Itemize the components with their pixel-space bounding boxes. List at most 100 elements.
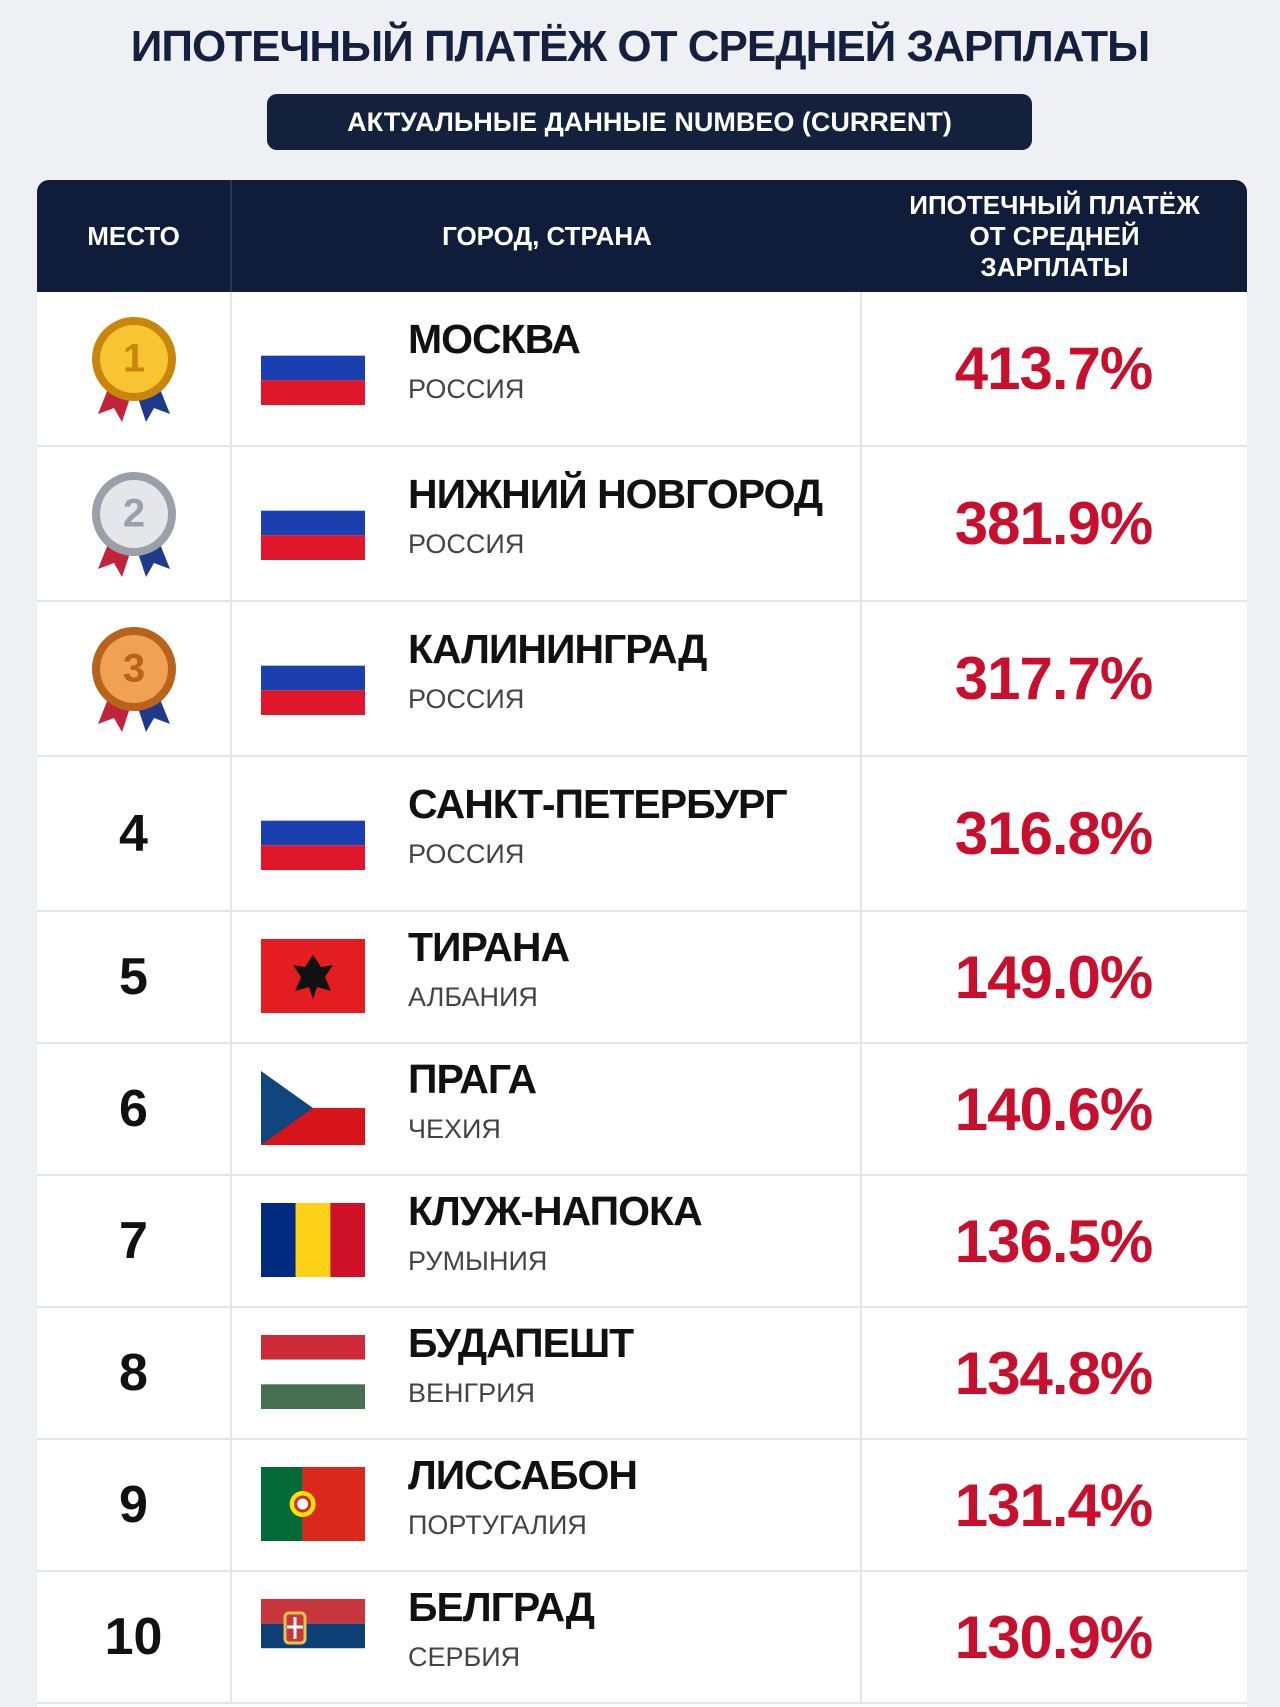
flag: [261, 1071, 365, 1150]
table-row: 2 НИЖНИЙ НОВГОРОД РОССИЯ 381.9%: [37, 447, 1247, 602]
rank: 5: [119, 948, 148, 1006]
rank: 4: [119, 804, 148, 863]
mortgage-value: 149.0%: [954, 943, 1154, 1011]
divider: [860, 912, 862, 1042]
flag-icon: [261, 795, 365, 870]
mortgage-value: 131.4%: [954, 1471, 1154, 1539]
flag: [261, 1599, 365, 1678]
divider: [230, 292, 232, 445]
city-name: КЛУЖ-НАПОКА: [408, 1188, 703, 1234]
divider: [230, 1176, 232, 1306]
flag-icon: [261, 1599, 365, 1673]
divider: [860, 292, 862, 445]
table-row: 8 БУДАПЕШТ ВЕНГРИЯ 134.8%: [37, 1308, 1247, 1440]
city-name: САНКТ-ПЕТЕРБУРГ: [408, 780, 788, 827]
medal-icon: 3: [91, 626, 176, 732]
city-name: ЛИССАБОН: [408, 1452, 638, 1498]
flag: [261, 330, 365, 410]
city-name: БУДАПЕШТ: [408, 1320, 634, 1366]
flag-icon: [261, 1071, 365, 1145]
divider: [860, 1044, 862, 1174]
divider: [860, 602, 862, 755]
flag-icon: [261, 939, 365, 1013]
medal-icon: 2: [91, 471, 176, 577]
city-name: НИЖНИЙ НОВГОРОД: [408, 470, 823, 517]
country-name: ВЕНГРИЯ: [408, 1378, 536, 1408]
medal-icon: 1: [91, 316, 176, 422]
table-row: 7 КЛУЖ-НАПОКА РУМЫНИЯ 136.5%: [37, 1176, 1247, 1308]
divider: [230, 1440, 232, 1570]
column-header: МЕСТО: [37, 180, 230, 292]
rank: 6: [119, 1080, 148, 1138]
city-name: БЕЛГРАД: [408, 1584, 595, 1630]
divider: [230, 757, 232, 910]
rank: 7: [119, 1212, 148, 1270]
table-row: 10 БЕЛГРАД СЕРБИЯ 130.9%: [37, 1572, 1247, 1704]
table-row: 3 КАЛИНИНГРАД РОССИЯ 317.7%: [37, 602, 1247, 757]
divider: [860, 1440, 862, 1570]
table: МЕСТО ГОРОД, СТРАНА ИПОТЕЧНЫЙ ПЛАТЁЖ ОТ …: [37, 180, 1247, 1707]
flag: [261, 1467, 365, 1546]
mortgage-value: 140.6%: [954, 1075, 1154, 1143]
country-name: РОССИЯ: [408, 838, 525, 869]
divider: [860, 1308, 862, 1438]
flag: [261, 485, 365, 565]
table-row: 5 ТИРАНА АЛБАНИЯ 149.0%: [37, 912, 1247, 1044]
country-name: ЧЕХИЯ: [408, 1114, 501, 1144]
table-row: 6 ПРАГА ЧЕХИЯ 140.6%: [37, 1044, 1247, 1176]
mortgage-value: 136.5%: [954, 1207, 1154, 1275]
table-row: 1 МОСКВА РОССИЯ 413.7%: [37, 292, 1247, 447]
mortgage-value: 134.8%: [954, 1339, 1154, 1407]
column-header: ГОРОД, СТРАНА: [230, 180, 864, 292]
title: ИПОТЕЧНЫЙ ПЛАТЁЖ ОТ СРЕДНЕЙ ЗАРПЛАТЫ: [130, 22, 1151, 71]
country-name: СЕРБИЯ: [408, 1642, 521, 1672]
country-name: РОССИЯ: [408, 528, 525, 559]
divider: [230, 1308, 232, 1438]
table-row: 9 ЛИССАБОН ПОРТУГАЛИЯ 131.4%: [37, 1440, 1247, 1572]
divider: [230, 912, 232, 1042]
city-name: МОСКВА: [408, 315, 581, 362]
rank: 10: [104, 1608, 163, 1666]
medal: 2: [37, 447, 230, 600]
rank: 1: [122, 336, 144, 380]
flag-icon: [261, 330, 365, 405]
flag: [261, 795, 365, 875]
city-name: ПРАГА: [408, 1056, 537, 1102]
flag-icon: [261, 640, 365, 715]
rank: 3: [122, 646, 144, 690]
city-name: ТИРАНА: [408, 924, 570, 970]
country-name: РОССИЯ: [408, 683, 525, 714]
table-row: 4 САНКТ-ПЕТЕРБУРГ РОССИЯ 316.8%: [37, 757, 1247, 912]
flag-icon: [261, 485, 365, 560]
flag: [261, 1203, 365, 1282]
divider: [230, 602, 232, 755]
divider: [860, 447, 862, 600]
rank: 9: [119, 1476, 148, 1534]
medal: 3: [37, 602, 230, 755]
flag: [261, 1335, 365, 1414]
medal: 1: [37, 292, 230, 445]
mortgage-value: 413.7%: [954, 335, 1154, 402]
divider: [860, 1176, 862, 1306]
divider: [860, 757, 862, 910]
mortgage-value: 317.7%: [954, 645, 1154, 712]
country-name: РУМЫНИЯ: [408, 1246, 548, 1276]
mortgage-value: 316.8%: [954, 800, 1154, 867]
country-name: ПОРТУГАЛИЯ: [408, 1510, 587, 1540]
divider: [230, 447, 232, 600]
divider: [860, 1572, 862, 1702]
rank: 8: [119, 1344, 148, 1402]
flag: [261, 939, 365, 1018]
mortgage-value: 130.9%: [954, 1603, 1154, 1671]
column-header: ИПОТЕЧНЫЙ ПЛАТЁЖ ОТ СРЕДНЕЙ ЗАРПЛАТЫ: [862, 180, 1247, 292]
mortgage-value: 381.9%: [954, 490, 1154, 557]
divider: [230, 1572, 232, 1702]
country-name: АЛБАНИЯ: [408, 982, 538, 1012]
flag-icon: [261, 1467, 365, 1541]
country-name: РОССИЯ: [408, 373, 525, 404]
rank: 2: [122, 491, 144, 535]
subtitle: АКТУАЛЬНЫЕ ДАННЫЕ NUMBEO (CURRENT): [267, 94, 1032, 150]
flag-icon: [261, 1335, 365, 1409]
divider: [230, 1044, 232, 1174]
